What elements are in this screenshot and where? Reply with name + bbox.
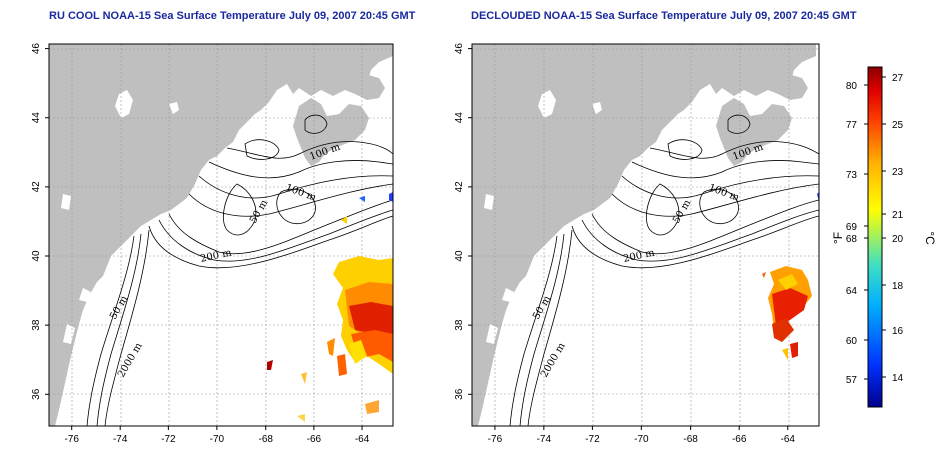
celsius-tick-label: 16 [892, 326, 904, 337]
right-map-frame [471, 43, 820, 427]
celsius-tick-label: 23 [892, 167, 904, 178]
left-lon-tick-label: -70 [210, 434, 225, 445]
celsius-tick-label: 14 [892, 373, 904, 384]
left-map: 100 m 100 m 50 m 200 m 50 m 2000 m [48, 43, 394, 427]
right-map-title: DECLOUDED NOAA-15 Sea Surface Temperatur… [471, 10, 857, 22]
fahrenheit-tick-label: 69 [846, 222, 858, 233]
celsius-unit-label: °C [923, 231, 937, 245]
left-lat-tick-label: 44 [31, 112, 42, 124]
left-lat-tick-label: 42 [31, 181, 42, 193]
left-lon-tick-label: -68 [258, 434, 273, 445]
left-lat-tick-label: 36 [31, 388, 42, 400]
left-lon-tick-label: -66 [307, 434, 322, 445]
left-sst-patches [267, 192, 393, 422]
right-lon-tick-label: -66 [732, 434, 747, 445]
celsius-tick-label: 27 [892, 73, 904, 84]
right-lon-tick-label: -74 [537, 434, 552, 445]
fahrenheit-tick-label: 77 [846, 120, 858, 131]
fahrenheit-tick-label: 68 [846, 234, 858, 245]
left-lon-tick-label: -72 [161, 434, 176, 445]
right-lat-tick-label: 40 [454, 250, 465, 262]
fahrenheit-tick-label: 57 [846, 375, 858, 386]
left-lat-tick-label: 40 [31, 250, 42, 262]
celsius-tick-label: 18 [892, 281, 904, 292]
celsius-tick-label: 21 [892, 210, 904, 221]
left-lon-tick-label: -74 [113, 434, 128, 445]
fahrenheit-unit-label: °F [831, 232, 845, 244]
right-lon-tick-label: -72 [585, 434, 600, 445]
fahrenheit-tick-label: 60 [846, 336, 858, 347]
fahrenheit-tick-label: 80 [846, 81, 858, 92]
right-lon-tick-label: -70 [634, 434, 649, 445]
fahrenheit-tick-label: 73 [846, 170, 858, 181]
right-map: 100 m 100 m 50 m 200 m 50 m 2000 m [471, 43, 820, 427]
right-lat-tick-label: 36 [454, 388, 465, 400]
right-lon-tick-label: -64 [781, 434, 796, 445]
celsius-tick-label: 25 [892, 120, 904, 131]
left-lon-tick-label: -76 [64, 434, 79, 445]
axis-ticks: -76 -74 -72 -70 -68 -66 -64 46 44 42 40 38 36 -76 -74 -… [31, 43, 795, 445]
right-lat-tick-label: 46 [454, 43, 465, 55]
right-lon-tick-label: -68 [683, 434, 698, 445]
right-lat-tick-label: 42 [454, 181, 465, 193]
left-map-frame [48, 43, 394, 427]
left-lon-tick-label: -64 [355, 434, 370, 445]
right-lat-tick-label: 38 [454, 319, 465, 331]
fahrenheit-tick-label: 64 [846, 286, 858, 297]
left-map-title: RU COOL NOAA-15 Sea Surface Temperature … [49, 10, 416, 22]
right-lon-tick-label: -76 [488, 434, 503, 445]
left-lat-tick-label: 38 [31, 319, 42, 331]
left-lat-tick-label: 46 [31, 43, 42, 55]
right-lat-tick-label: 44 [454, 112, 465, 124]
celsius-tick-label: 20 [892, 234, 904, 245]
colorbar-gradient [867, 66, 883, 408]
